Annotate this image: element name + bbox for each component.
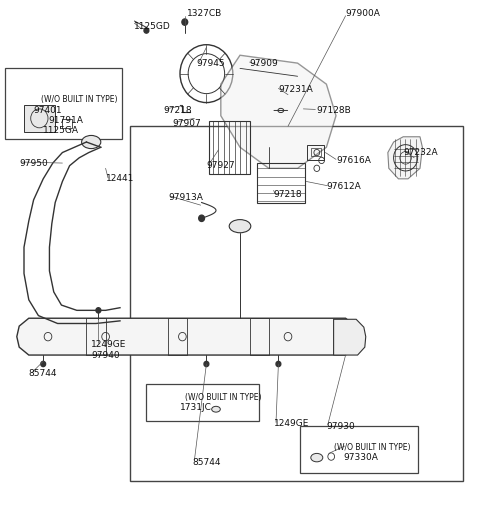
- Bar: [130, 126, 463, 481]
- Bar: [5, 68, 122, 139]
- Circle shape: [144, 28, 149, 33]
- Text: 97232A: 97232A: [403, 148, 438, 157]
- Text: 97945: 97945: [197, 58, 226, 68]
- Text: 85744: 85744: [29, 369, 57, 378]
- Polygon shape: [221, 55, 336, 168]
- Text: (W/O BUILT IN TYPE): (W/O BUILT IN TYPE): [334, 442, 410, 452]
- Text: 12441: 12441: [106, 174, 134, 184]
- Circle shape: [199, 215, 204, 221]
- Ellipse shape: [212, 406, 220, 412]
- Text: 97950: 97950: [19, 158, 48, 168]
- Text: 1327CB: 1327CB: [187, 8, 222, 18]
- Text: 97907: 97907: [173, 119, 202, 128]
- Bar: [24, 105, 55, 132]
- Text: 97231A: 97231A: [278, 85, 313, 94]
- Bar: [146, 384, 259, 421]
- Text: 97612A: 97612A: [326, 182, 361, 191]
- Circle shape: [276, 361, 281, 367]
- Text: 97218: 97218: [274, 190, 302, 199]
- Text: 1125GD: 1125GD: [134, 22, 171, 31]
- Text: 1731JC: 1731JC: [180, 403, 212, 412]
- Text: 97927: 97927: [206, 161, 235, 170]
- Text: 1249GE: 1249GE: [274, 419, 309, 428]
- Bar: [209, 121, 250, 174]
- Circle shape: [41, 361, 46, 367]
- Text: (W/O BUILT IN TYPE): (W/O BUILT IN TYPE): [185, 392, 261, 402]
- Text: 97909: 97909: [250, 58, 278, 68]
- Polygon shape: [388, 137, 422, 179]
- Bar: [62, 119, 72, 128]
- Text: 91791A: 91791A: [48, 116, 83, 126]
- Text: 97128B: 97128B: [317, 106, 351, 115]
- Text: 97900A: 97900A: [346, 8, 381, 18]
- Ellipse shape: [229, 220, 251, 232]
- Bar: [86, 318, 106, 355]
- Ellipse shape: [311, 453, 323, 462]
- Polygon shape: [17, 318, 358, 355]
- Ellipse shape: [82, 135, 101, 148]
- Text: 97218: 97218: [163, 106, 192, 115]
- Bar: [168, 318, 187, 355]
- Text: 97913A: 97913A: [168, 193, 203, 202]
- Text: 97930: 97930: [326, 421, 355, 431]
- Circle shape: [96, 308, 101, 313]
- Text: 1249GE: 1249GE: [91, 340, 127, 349]
- Text: 1125GA: 1125GA: [43, 126, 79, 135]
- Polygon shape: [334, 319, 366, 355]
- Circle shape: [204, 361, 209, 367]
- Text: 97940: 97940: [91, 350, 120, 360]
- Bar: [307, 145, 324, 160]
- Text: 97401: 97401: [34, 106, 62, 115]
- Text: 97330A: 97330A: [343, 453, 378, 462]
- Bar: [257, 163, 305, 203]
- Text: (W/O BUILT IN TYPE): (W/O BUILT IN TYPE): [41, 95, 117, 105]
- Text: 85744: 85744: [192, 458, 220, 468]
- Text: 97616A: 97616A: [336, 156, 371, 165]
- Bar: [311, 148, 321, 156]
- Circle shape: [182, 19, 188, 25]
- Bar: [250, 318, 269, 355]
- Bar: [300, 426, 418, 473]
